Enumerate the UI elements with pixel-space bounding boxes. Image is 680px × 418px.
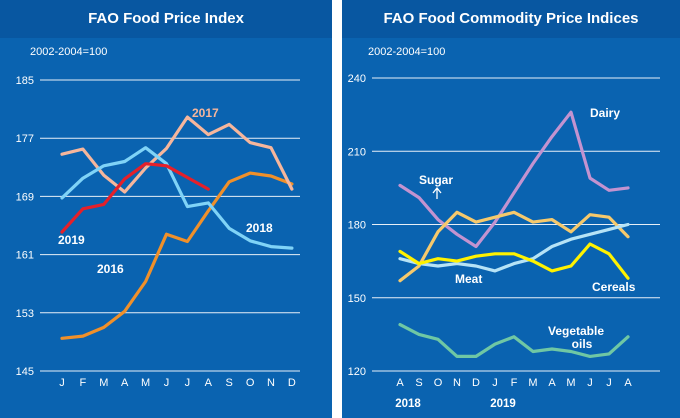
series-line-2018 [60,146,294,250]
y-tick-label: 177 [16,133,34,145]
series-line-2016 [60,171,294,340]
chart-title: FAO Food Price Index [0,0,332,38]
chart-panel-commodity-indices: FAO Food Commodity Price Indices 2002-20… [342,0,680,418]
x-tick-label: D [472,377,480,389]
series-label-cereals: Cereals [592,280,636,294]
x-tick-label: J [606,377,612,389]
series-label-2019: 2019 [58,233,85,247]
series-label-2017: 2017 [192,106,219,120]
y-tick-label: 210 [348,146,366,158]
x-tick-label: J [185,377,191,389]
x-tick-label: J [59,377,65,389]
series-label-2016: 2016 [97,262,124,276]
x-tick-label: M [528,377,537,389]
x-tick-label: M [141,377,150,389]
x-tick-label: F [511,377,518,389]
x-tick-label: J [164,377,170,389]
year-label: 2019 [490,398,516,410]
y-tick-label: 240 [348,73,366,85]
x-tick-label: A [205,377,213,389]
series-line-vegetable-oils [398,323,630,358]
y-tick-label: 153 [16,308,34,320]
year-label: 2018 [395,398,421,410]
x-tick-label: N [453,377,461,389]
x-tick-label: F [80,377,87,389]
x-tick-label: O [246,377,255,389]
x-tick-label: N [267,377,275,389]
y-tick-label: 185 [16,75,34,87]
sugar-arrow-annotation [432,186,442,199]
y-tick-label: 150 [348,293,366,305]
x-tick-label: J [587,377,593,389]
series-line-2017 [60,115,294,194]
unit-label: 2002-2004=100 [30,46,108,58]
series-label-vegetable-oils: Vegetable oils [548,324,604,351]
x-tick-label: A [121,377,129,389]
series-line-dairy [398,110,630,249]
chart-title: FAO Food Commodity Price Indices [342,0,680,38]
series-line-cereals [398,242,630,280]
series-line-2019 [60,162,210,234]
series-line-meat [398,222,630,273]
y-tick-label: 161 [16,250,34,262]
series-label-sugar: Sugar [419,173,453,187]
x-tick-label: O [434,377,443,389]
y-tick-label: 180 [348,220,366,232]
series-label-dairy: Dairy [590,106,620,120]
y-tick-label: 169 [16,191,34,203]
series-label-meat: Meat [455,272,482,286]
x-tick-label: A [548,377,556,389]
x-tick-label: M [566,377,575,389]
x-tick-label: A [624,377,632,389]
series-line-sugar [398,210,630,283]
unit-label: 2002-2004=100 [368,46,446,58]
x-tick-label: S [415,377,422,389]
series-label-2018: 2018 [246,221,273,235]
x-tick-label: S [226,377,233,389]
x-tick-label: M [99,377,108,389]
x-tick-label: D [288,377,296,389]
y-tick-label: 120 [348,366,366,378]
y-tick-label: 145 [16,366,34,378]
chart-panel-food-price-index: FAO Food Price Index 2002-2004=100 145 15… [0,0,332,418]
x-tick-label: J [492,377,498,389]
x-tick-label: A [396,377,404,389]
